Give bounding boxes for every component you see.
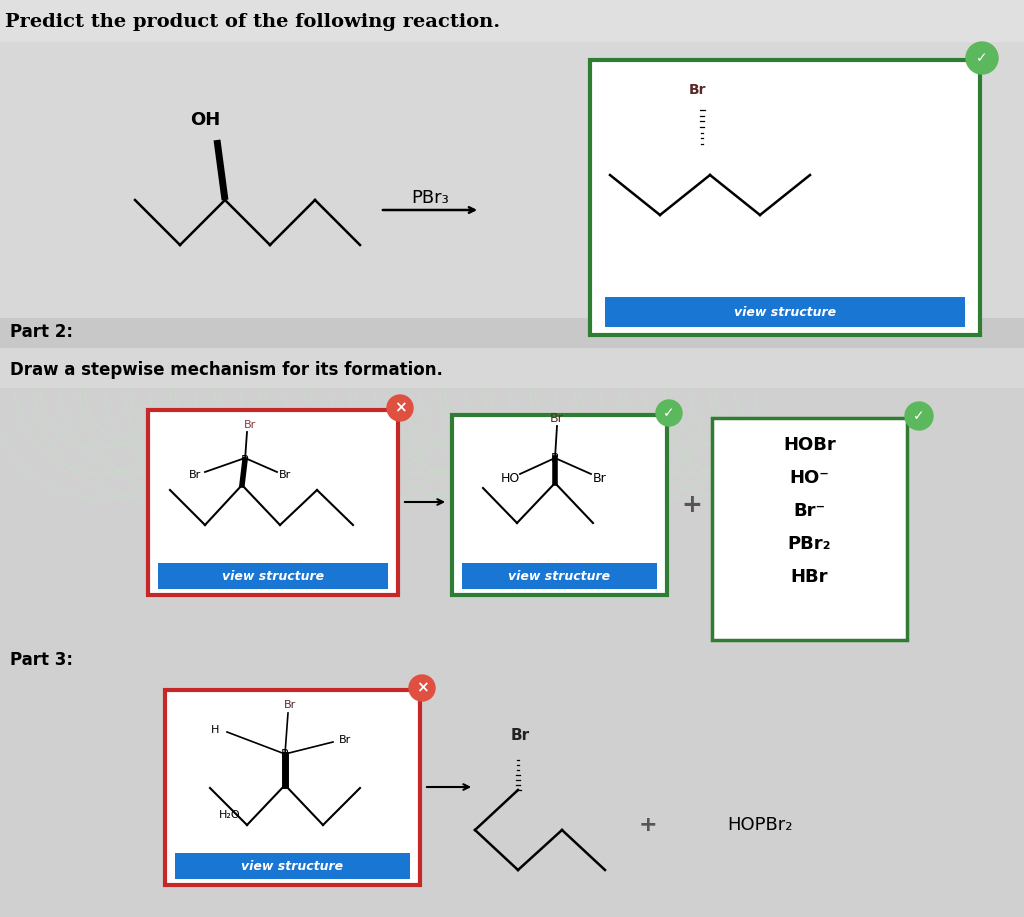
Text: Br: Br	[244, 420, 256, 430]
Text: ×: ×	[393, 401, 407, 415]
Text: OH: OH	[189, 111, 220, 129]
Text: H: H	[211, 725, 219, 735]
Text: H₂O: H₂O	[219, 810, 241, 820]
Text: Br: Br	[550, 412, 564, 425]
Text: Part 3:: Part 3:	[10, 651, 73, 669]
Circle shape	[905, 402, 933, 430]
FancyBboxPatch shape	[175, 853, 410, 879]
FancyBboxPatch shape	[0, 348, 1024, 388]
FancyBboxPatch shape	[0, 0, 1024, 42]
Text: Br: Br	[689, 83, 707, 97]
Text: P: P	[282, 748, 289, 761]
Text: Part 2:: Part 2:	[10, 323, 73, 341]
Text: HBr: HBr	[791, 568, 828, 586]
Text: view structure: view structure	[222, 569, 324, 582]
Text: PBr₂: PBr₂	[787, 535, 831, 553]
FancyBboxPatch shape	[165, 690, 420, 885]
Text: ✓: ✓	[664, 406, 675, 420]
Text: PBr₃: PBr₃	[411, 189, 449, 207]
Text: P: P	[551, 451, 559, 465]
FancyBboxPatch shape	[158, 563, 388, 589]
FancyBboxPatch shape	[452, 415, 667, 595]
Text: +: +	[682, 493, 702, 517]
Text: Br: Br	[339, 735, 351, 745]
Text: HO⁻: HO⁻	[790, 469, 829, 487]
Text: view structure: view structure	[509, 569, 610, 582]
FancyBboxPatch shape	[590, 60, 980, 335]
Text: HOBr: HOBr	[783, 436, 836, 454]
Text: Br: Br	[188, 470, 201, 480]
Circle shape	[966, 42, 998, 74]
Text: P: P	[242, 454, 249, 467]
Text: ✓: ✓	[913, 409, 925, 423]
Text: Br: Br	[593, 471, 607, 484]
FancyBboxPatch shape	[148, 410, 398, 595]
Text: ✓: ✓	[976, 51, 988, 65]
Text: HO: HO	[501, 471, 519, 484]
FancyBboxPatch shape	[0, 42, 1024, 342]
Text: Br: Br	[279, 470, 291, 480]
Text: view structure: view structure	[242, 859, 344, 872]
FancyBboxPatch shape	[0, 318, 1024, 348]
Circle shape	[387, 395, 413, 421]
FancyBboxPatch shape	[462, 563, 657, 589]
FancyBboxPatch shape	[712, 418, 907, 640]
Text: HOPBr₂: HOPBr₂	[727, 816, 793, 834]
Text: Predict the product of the following reaction.: Predict the product of the following rea…	[5, 13, 500, 31]
Text: Br: Br	[510, 727, 529, 743]
Circle shape	[656, 400, 682, 426]
Text: +: +	[639, 815, 657, 835]
Text: Draw a stepwise mechanism for its formation.: Draw a stepwise mechanism for its format…	[10, 361, 442, 379]
Text: Br: Br	[284, 700, 296, 710]
Text: ×: ×	[416, 680, 428, 695]
Text: Br⁻: Br⁻	[794, 502, 825, 520]
Text: view structure: view structure	[734, 305, 836, 318]
FancyBboxPatch shape	[605, 297, 965, 327]
Circle shape	[409, 675, 435, 701]
